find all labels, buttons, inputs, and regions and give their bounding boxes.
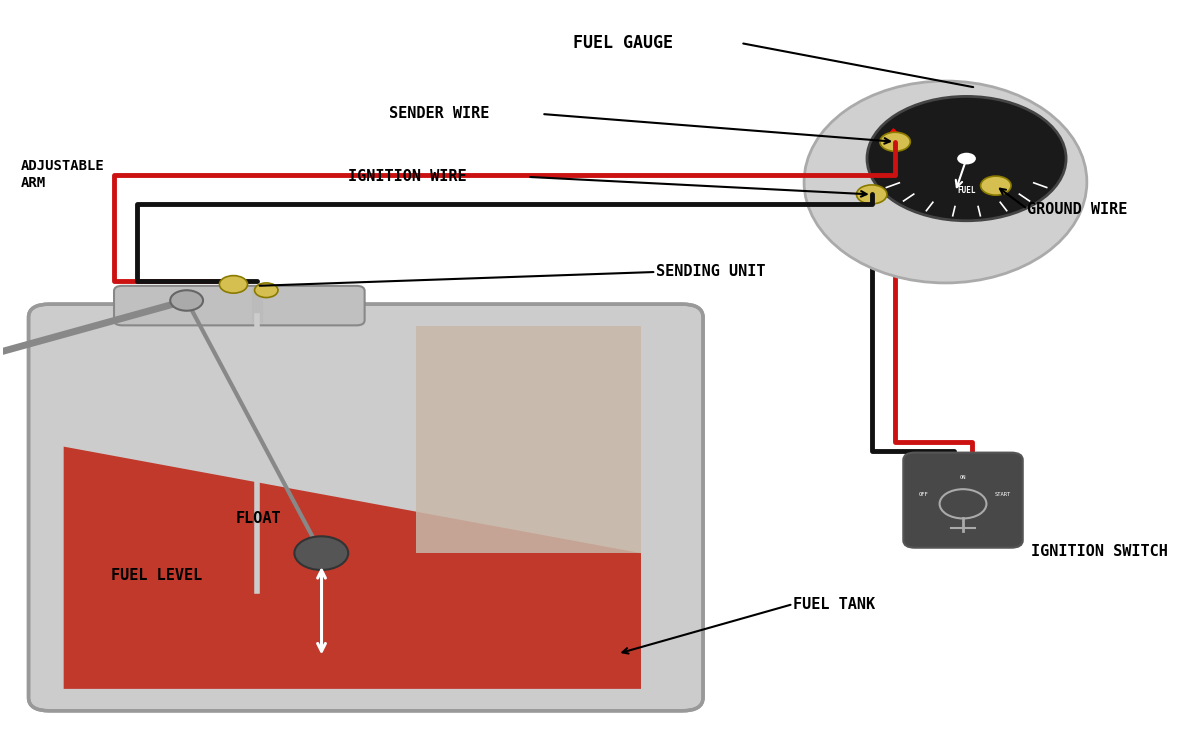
Text: FUEL LEVEL: FUEL LEVEL (112, 568, 203, 584)
Text: OFF: OFF (918, 492, 929, 497)
Circle shape (880, 132, 911, 151)
FancyBboxPatch shape (904, 453, 1022, 548)
Circle shape (866, 97, 1066, 221)
Text: GROUND WIRE: GROUND WIRE (1027, 201, 1128, 217)
Circle shape (857, 185, 887, 204)
Text: FUEL TANK: FUEL TANK (793, 596, 875, 612)
Ellipse shape (804, 81, 1087, 283)
Text: ADJUSTABLE
ARM: ADJUSTABLE ARM (20, 159, 104, 190)
Circle shape (170, 290, 203, 311)
Polygon shape (416, 326, 641, 553)
FancyBboxPatch shape (114, 286, 365, 325)
Text: START: START (995, 492, 1010, 497)
Circle shape (254, 283, 278, 298)
Text: SENDING UNIT: SENDING UNIT (656, 265, 766, 279)
Polygon shape (64, 447, 641, 689)
Text: FUEL GAUGE: FUEL GAUGE (574, 34, 673, 52)
Text: FUEL: FUEL (958, 186, 976, 195)
Text: IGNITION WIRE: IGNITION WIRE (348, 170, 467, 184)
Circle shape (220, 276, 247, 293)
Text: FLOAT: FLOAT (235, 511, 281, 526)
Circle shape (294, 537, 348, 570)
Text: ON: ON (960, 475, 966, 480)
FancyBboxPatch shape (29, 304, 703, 710)
Text: SENDER WIRE: SENDER WIRE (389, 106, 490, 122)
Text: IGNITION SWITCH: IGNITION SWITCH (1031, 544, 1168, 559)
Circle shape (980, 176, 1012, 195)
Circle shape (958, 153, 976, 164)
